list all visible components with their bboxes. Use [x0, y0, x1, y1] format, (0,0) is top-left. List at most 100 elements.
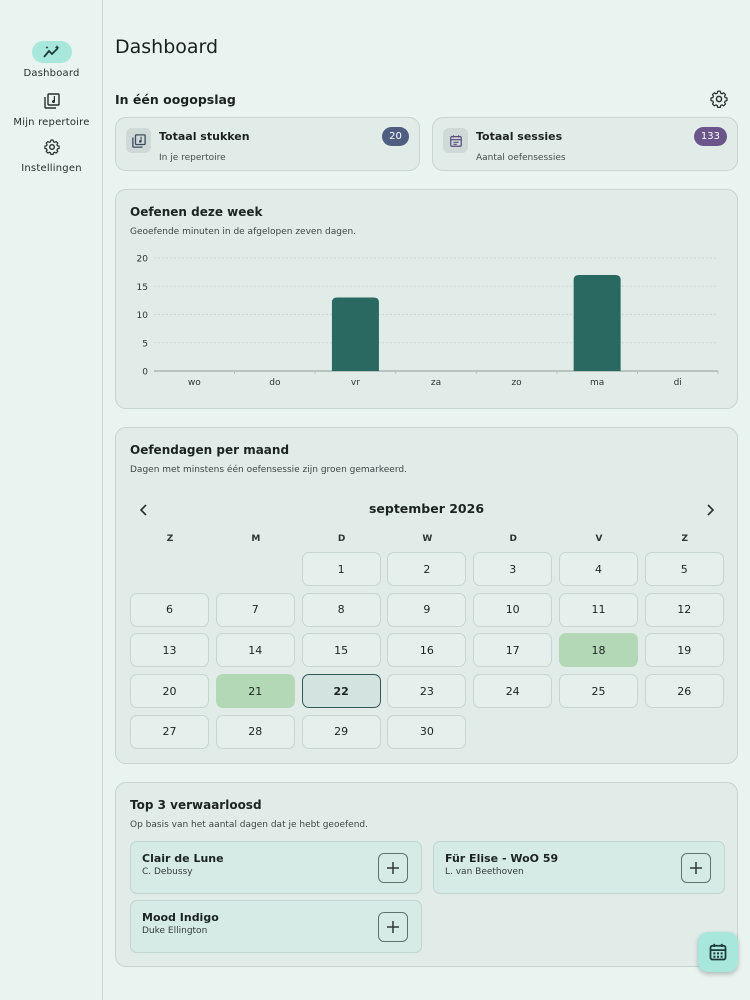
piece-composer: C. Debussy: [142, 867, 193, 877]
calendar-day[interactable]: 24: [473, 674, 553, 709]
calendar-day[interactable]: 22: [301, 674, 381, 709]
calendar-month-label: september 2026: [368, 501, 485, 516]
weekday-header: V: [595, 534, 603, 544]
add-session-button[interactable]: [378, 853, 408, 883]
nav-item-settings[interactable]: Instellingen: [0, 136, 103, 174]
piece-title: Für Elise - WoO 59: [445, 852, 559, 865]
weekday-header: D: [337, 534, 346, 544]
neglected-card: Top 3 verwaarloosd Op basis van het aant…: [115, 782, 738, 967]
calendar-day[interactable]: 28: [215, 714, 295, 749]
calendar-day[interactable]: 29: [301, 714, 381, 749]
stat-card-sessions: Totaal sessies Aantal oefensessies 133: [432, 117, 738, 171]
calendar-day[interactable]: 18: [559, 633, 638, 668]
calendar-day[interactable]: 1: [301, 552, 381, 586]
x-tick-label: wo: [188, 378, 201, 388]
stat-title: Totaal stukken: [159, 130, 250, 143]
calendar-day[interactable]: 6: [130, 592, 209, 627]
chevron-right-icon[interactable]: [700, 500, 720, 520]
nav-item-dashboard[interactable]: Dashboard: [0, 41, 103, 79]
stat-title: Totaal sessies: [476, 130, 563, 143]
calendar-day[interactable]: 5: [644, 552, 724, 586]
chevron-left-icon[interactable]: [134, 500, 154, 520]
weekday-header: D: [509, 534, 517, 544]
calendar-day[interactable]: 7: [215, 592, 295, 627]
nav-item-repertoire[interactable]: Mijn repertoire: [0, 90, 103, 128]
sidebar: Dashboard Mijn repertoire Instellingen: [0, 0, 103, 1000]
gear-icon[interactable]: [710, 90, 728, 108]
stat-card-pieces: Totaal stukken In je repertoire 20: [115, 117, 420, 171]
add-session-button[interactable]: [681, 853, 711, 883]
weekday-header: M: [251, 534, 261, 544]
count-badge: 20: [382, 127, 409, 146]
card-subtitle: Dagen met minstens één oefensessie zijn …: [130, 465, 407, 475]
calendar-day[interactable]: 16: [387, 633, 467, 668]
y-tick-label: 0: [142, 368, 148, 378]
y-tick-label: 10: [137, 311, 149, 321]
nav-label: Instellingen: [21, 163, 82, 174]
calendar-day[interactable]: 9: [387, 592, 467, 627]
nav-label: Mijn repertoire: [13, 117, 90, 128]
y-tick-label: 5: [142, 339, 148, 349]
calendar-day[interactable]: 25: [559, 674, 638, 709]
calendar-day[interactable]: 30: [387, 714, 467, 749]
piece-title: Mood Indigo: [142, 911, 219, 924]
calendar-day[interactable]: 11: [559, 592, 638, 627]
page-title: Dashboard: [115, 36, 219, 58]
calendar-icon: [709, 943, 727, 961]
plus-icon: [387, 921, 399, 933]
bar-ma[interactable]: [573, 274, 621, 371]
weekday-header: W: [422, 534, 433, 544]
calendar-day[interactable]: 26: [644, 674, 724, 709]
weekly-bar-chart: 0 5 10 15 20 wo do vr za zo ma di: [137, 255, 719, 388]
x-tick-label: zo: [511, 378, 522, 388]
y-tick-label: 20: [137, 255, 149, 265]
count-badge: 133: [693, 127, 727, 146]
calendar-day[interactable]: 20: [130, 674, 209, 709]
calendar-day[interactable]: 14: [215, 633, 295, 668]
plus-icon: [690, 862, 702, 874]
x-tick-label: za: [431, 378, 441, 388]
weekday-header: Z: [166, 534, 174, 544]
card-subtitle: Op basis van het aantal dagen dat je heb…: [130, 820, 368, 830]
bar-vr[interactable]: [331, 297, 379, 371]
calendar-day[interactable]: 13: [130, 633, 209, 668]
chart-sparkle-icon: [31, 41, 72, 63]
calendar-day[interactable]: 21: [215, 674, 295, 709]
weekly-practice-card: Oefenen deze week Geoefende minuten in d…: [115, 189, 738, 409]
calendar-icon: [443, 128, 468, 153]
calendar-day[interactable]: 27: [130, 714, 209, 749]
library-music-icon: [126, 128, 151, 153]
calendar-day[interactable]: 12: [644, 592, 724, 627]
calendar-day[interactable]: 15: [301, 633, 381, 668]
calendar-fab-button[interactable]: [698, 932, 738, 972]
x-tick-label: di: [674, 378, 682, 388]
weekday-header: Z: [681, 534, 689, 544]
piece-composer: L. van Beethoven: [445, 867, 524, 877]
card-title: Oefenen deze week: [130, 205, 263, 219]
calendar-day[interactable]: 17: [473, 633, 553, 668]
calendar-card: Oefendagen per maand Dagen met minstens …: [115, 427, 738, 764]
main-content: Dashboard In één oogopslag Totaal stukke…: [103, 0, 750, 1000]
calendar-day[interactable]: 4: [559, 552, 638, 586]
neglected-piece[interactable]: Mood Indigo Duke Ellington: [130, 900, 422, 953]
piece-composer: Duke Ellington: [142, 926, 208, 936]
piece-title: Clair de Lune: [142, 852, 224, 865]
calendar-day[interactable]: 10: [473, 592, 553, 627]
calendar-day[interactable]: 23: [387, 674, 467, 709]
x-tick-label: vr: [351, 378, 360, 388]
calendar-day[interactable]: 8: [301, 592, 381, 627]
x-tick-label: ma: [590, 378, 604, 388]
calendar-day[interactable]: 2: [387, 552, 467, 586]
library-music-icon: [32, 90, 72, 112]
calendar-day[interactable]: 3: [473, 552, 553, 586]
neglected-piece[interactable]: Clair de Lune C. Debussy: [130, 841, 422, 894]
stat-subtitle: In je repertoire: [159, 153, 226, 163]
card-title: Oefendagen per maand: [130, 443, 290, 457]
stat-subtitle: Aantal oefensessies: [476, 153, 566, 163]
calendar-day[interactable]: 19: [644, 633, 724, 668]
add-session-button[interactable]: [378, 912, 408, 942]
neglected-piece[interactable]: Für Elise - WoO 59 L. van Beethoven: [433, 841, 725, 894]
y-tick-label: 15: [137, 283, 148, 293]
card-subtitle: Geoefende minuten in de afgelopen zeven …: [130, 227, 357, 237]
gear-icon: [32, 136, 72, 158]
